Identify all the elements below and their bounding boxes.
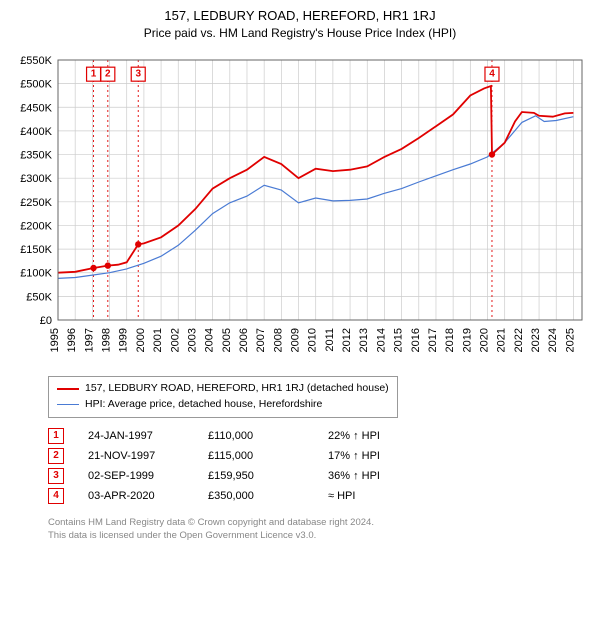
sales-date: 21-NOV-1997 <box>88 450 208 462</box>
x-tick-label: 2023 <box>530 328 542 352</box>
x-tick-label: 2024 <box>547 328 559 352</box>
chart-container: 157, LEDBURY ROAD, HEREFORD, HR1 1RJ Pri… <box>0 0 600 552</box>
x-tick-label: 2009 <box>290 328 302 352</box>
x-tick-label: 2005 <box>221 328 233 352</box>
x-tick-label: 2002 <box>169 328 181 352</box>
x-tick-label: 1998 <box>101 328 113 352</box>
chart-area: £0 £50K £100K £150K £200K £250K £300K £350K £400… <box>10 50 590 370</box>
y-tick-label: £500K <box>20 79 52 91</box>
sales-date: 24-JAN-1997 <box>88 430 208 442</box>
x-tick-label: 2006 <box>238 328 250 352</box>
x-tick-label: 2020 <box>479 328 491 352</box>
sales-table: 1 24-JAN-1997£110,00022% ↑ HPI 2 21-NOV-199… <box>48 426 600 506</box>
legend-label: 157, LEDBURY ROAD, HEREFORD, HR1 1RJ (de… <box>85 381 389 397</box>
sales-row-marker: 2 <box>48 448 64 464</box>
sales-row: 4 03-APR-2020£350,000≈ HPI <box>48 486 600 506</box>
x-tick-label: 2001 <box>152 328 164 352</box>
sales-price: £115,000 <box>208 450 328 462</box>
sale-marker-number: 1 <box>91 69 97 80</box>
x-tick-label: 1999 <box>118 328 130 352</box>
sales-row: 3 02-SEP-1999£159,95036% ↑ HPI <box>48 466 600 486</box>
sales-pct: 22% ↑ HPI <box>328 430 428 442</box>
footer-line: This data is licensed under the Open Gov… <box>48 529 600 542</box>
sales-row: 1 24-JAN-1997£110,00022% ↑ HPI <box>48 426 600 446</box>
sales-row-marker: 4 <box>48 488 64 504</box>
legend: 157, LEDBURY ROAD, HEREFORD, HR1 1RJ (de… <box>48 376 398 418</box>
y-tick-label: £0 <box>40 315 52 327</box>
sales-pct: 17% ↑ HPI <box>328 450 428 462</box>
y-tick-label: £450K <box>20 102 52 114</box>
y-tick-label: £200K <box>20 220 52 232</box>
sale-marker-number: 4 <box>489 69 495 80</box>
sales-date: 03-APR-2020 <box>88 490 208 502</box>
sales-pct: ≈ HPI <box>328 490 428 502</box>
chart-title: 157, LEDBURY ROAD, HEREFORD, HR1 1RJ <box>0 8 600 23</box>
y-tick-label: £100K <box>20 268 52 280</box>
x-tick-label: 2012 <box>341 328 353 352</box>
line-chart-svg: £0 £50K £100K £150K £200K £250K £300K £350K £400… <box>10 50 590 370</box>
sales-row-marker: 3 <box>48 468 64 484</box>
legend-item: HPI: Average price, detached house, Here… <box>57 397 389 413</box>
legend-label: HPI: Average price, detached house, Here… <box>85 397 322 413</box>
footer-attribution: Contains HM Land Registry data © Crown c… <box>48 516 600 553</box>
sales-row: 2 21-NOV-1997£115,00017% ↑ HPI <box>48 446 600 466</box>
x-tick-label: 2004 <box>204 328 216 352</box>
y-tick-label: £350K <box>20 150 52 162</box>
x-tick-label: 2022 <box>513 328 525 352</box>
y-tick-label: £550K <box>20 55 52 67</box>
x-tick-label: 2025 <box>564 328 576 352</box>
x-tick-label: 1995 <box>49 328 61 352</box>
sale-dot <box>489 151 495 157</box>
sale-marker-number: 3 <box>135 69 141 80</box>
sale-dot <box>135 241 141 247</box>
x-tick-label: 1997 <box>83 328 95 352</box>
x-tick-label: 2021 <box>496 328 508 352</box>
y-tick-label: £150K <box>20 244 52 256</box>
sale-marker-number: 2 <box>105 69 111 80</box>
legend-item: 157, LEDBURY ROAD, HEREFORD, HR1 1RJ (de… <box>57 381 389 397</box>
x-tick-label: 2014 <box>375 328 387 352</box>
sales-price: £350,000 <box>208 490 328 502</box>
sales-date: 02-SEP-1999 <box>88 470 208 482</box>
x-tick-label: 2013 <box>358 328 370 352</box>
y-tick-label: £250K <box>20 197 52 209</box>
x-tick-label: 2017 <box>427 328 439 352</box>
x-tick-label: 2011 <box>324 328 336 352</box>
x-tick-label: 2015 <box>393 328 405 352</box>
sale-dot <box>90 265 96 271</box>
chart-subtitle: Price paid vs. HM Land Registry's House … <box>0 26 600 40</box>
sales-price: £159,950 <box>208 470 328 482</box>
sales-row-marker: 1 <box>48 428 64 444</box>
x-tick-label: 2007 <box>255 328 267 352</box>
sale-dot <box>105 262 111 268</box>
x-tick-label: 1996 <box>66 328 78 352</box>
x-tick-label: 2010 <box>307 328 319 352</box>
y-tick-label: £300K <box>20 173 52 185</box>
y-tick-label: £400K <box>20 126 52 138</box>
footer-line: Contains HM Land Registry data © Crown c… <box>48 516 600 529</box>
x-tick-label: 2000 <box>135 328 147 352</box>
y-tick-label: £50K <box>26 291 52 303</box>
x-tick-label: 2019 <box>461 328 473 352</box>
x-tick-label: 2008 <box>272 328 284 352</box>
legend-swatch <box>57 404 79 405</box>
x-tick-label: 2003 <box>186 328 198 352</box>
x-tick-label: 2018 <box>444 328 456 352</box>
legend-swatch <box>57 388 79 390</box>
sales-price: £110,000 <box>208 430 328 442</box>
x-tick-label: 2016 <box>410 328 422 352</box>
sales-pct: 36% ↑ HPI <box>328 470 428 482</box>
titles: 157, LEDBURY ROAD, HEREFORD, HR1 1RJ Pri… <box>0 0 600 40</box>
